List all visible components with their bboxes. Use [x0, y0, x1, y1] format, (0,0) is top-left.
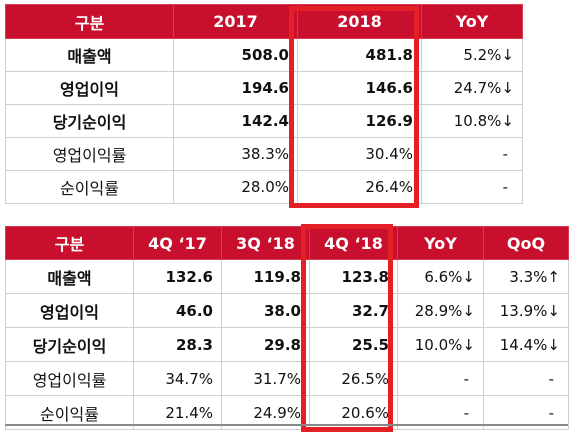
row-label: 당기순이익: [5, 327, 134, 362]
header-qoq: QoQ: [483, 226, 569, 260]
row-label: 영업이익률: [5, 361, 134, 396]
cell-yoy: 24.7%↓: [421, 71, 523, 105]
cell-3q18: 38.0: [221, 293, 310, 328]
table-row: 매출액 132.6 119.8 123.8 6.6%↓ 3.3%↑: [5, 259, 569, 294]
header-4q18: 4Q ‘18: [309, 226, 398, 260]
cell-4q17: 34.7%: [133, 361, 222, 396]
cell-yoy: 28.9%↓: [397, 293, 484, 328]
cell-2017: 38.3%: [173, 137, 298, 171]
cell-yoy: -: [421, 137, 523, 171]
header-yoy: YoY: [397, 226, 484, 260]
cell-yoy: 5.2%↓: [421, 38, 523, 72]
header-yoy: YoY: [421, 4, 523, 39]
cell-4q17: 132.6: [133, 259, 222, 294]
cell-4q18: 25.5: [309, 327, 398, 362]
table-row: 순이익률 28.0% 26.4% -: [5, 170, 523, 204]
cell-yoy: 10.8%↓: [421, 104, 523, 138]
row-label: 매출액: [5, 259, 134, 294]
cell-qoq: -: [483, 361, 569, 396]
table-row: 당기순이익 142.4 126.9 10.8%↓: [5, 104, 523, 138]
header-category: 구분: [5, 4, 174, 39]
quarterly-header-row: 구분 4Q ‘17 3Q ‘18 4Q ‘18 YoY QoQ: [5, 226, 569, 260]
header-category: 구분: [5, 226, 134, 260]
row-label: 영업이익: [5, 293, 134, 328]
table-row: 매출액 508.0 481.8 5.2%↓: [5, 38, 523, 72]
header-3q18: 3Q ‘18: [221, 226, 310, 260]
cell-4q18: 26.5%: [309, 361, 398, 396]
annual-table: 구분 2017 2018 YoY 매출액 508.0 481.8 5.2%↓ 영…: [5, 4, 523, 204]
table-row: 영업이익률 38.3% 30.4% -: [5, 137, 523, 171]
cell-4q17: 28.3: [133, 327, 222, 362]
row-label: 영업이익: [5, 71, 174, 105]
row-label: 당기순이익: [5, 104, 174, 138]
cell-2017: 142.4: [173, 104, 298, 138]
cell-2017: 28.0%: [173, 170, 298, 204]
cell-2017: 194.6: [173, 71, 298, 105]
cell-yoy: 10.0%↓: [397, 327, 484, 362]
table-row: 영업이익률 34.7% 31.7% 26.5% - -: [5, 361, 569, 396]
header-2018: 2018: [297, 4, 422, 39]
table-row: 당기순이익 28.3 29.8 25.5 10.0%↓ 14.4%↓: [5, 327, 569, 362]
cell-4q18: 123.8: [309, 259, 398, 294]
cell-3q18: 29.8: [221, 327, 310, 362]
table-row: 영업이익 46.0 38.0 32.7 28.9%↓ 13.9%↓: [5, 293, 569, 328]
quarterly-table: 구분 4Q ‘17 3Q ‘18 4Q ‘18 YoY QoQ 매출액 132.…: [5, 226, 569, 430]
cell-2018: 481.8: [297, 38, 422, 72]
cell-3q18: 119.8: [221, 259, 310, 294]
cell-2018: 146.6: [297, 71, 422, 105]
annual-header-row: 구분 2017 2018 YoY: [5, 4, 523, 39]
row-label: 영업이익률: [5, 137, 174, 171]
cell-qoq: 13.9%↓: [483, 293, 569, 328]
table-bottom-divider: [5, 424, 568, 426]
row-label: 순이익률: [5, 170, 174, 204]
cell-qoq: 14.4%↓: [483, 327, 569, 362]
header-2017: 2017: [173, 4, 298, 39]
row-label: 매출액: [5, 38, 174, 72]
cell-qoq: 3.3%↑: [483, 259, 569, 294]
cell-3q18: 31.7%: [221, 361, 310, 396]
table-row: 영업이익 194.6 146.6 24.7%↓: [5, 71, 523, 105]
cell-4q18: 32.7: [309, 293, 398, 328]
cell-2017: 508.0: [173, 38, 298, 72]
cell-2018: 26.4%: [297, 170, 422, 204]
cell-2018: 126.9: [297, 104, 422, 138]
cell-yoy: -: [421, 170, 523, 204]
header-4q17: 4Q ‘17: [133, 226, 222, 260]
cell-2018: 30.4%: [297, 137, 422, 171]
cell-yoy: -: [397, 361, 484, 396]
cell-4q17: 46.0: [133, 293, 222, 328]
cell-yoy: 6.6%↓: [397, 259, 484, 294]
